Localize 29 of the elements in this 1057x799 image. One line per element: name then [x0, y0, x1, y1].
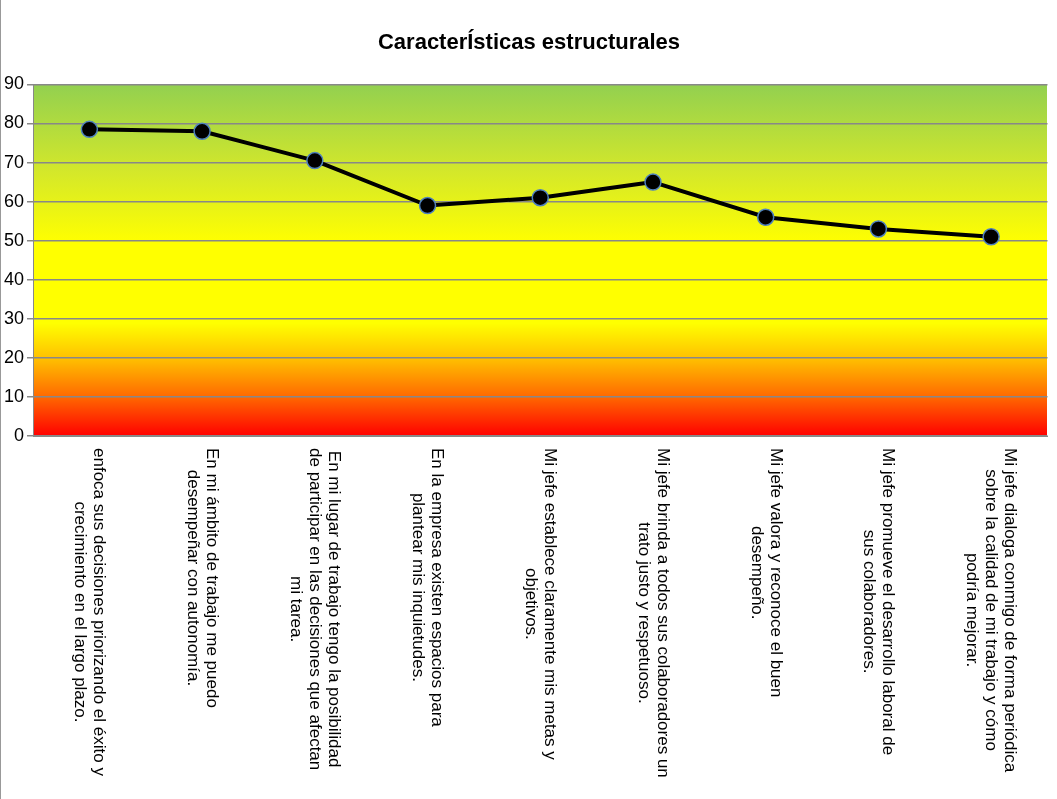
- y-tick-label: 30: [3, 307, 25, 328]
- x-tick-label: Mi jefe dialoga conmigo de forma periódica sobre la calidad de mi trabajo y cómo podría mejorar.: [963, 448, 1021, 773]
- point: [756, 208, 775, 226]
- point: [531, 188, 550, 207]
- point: [193, 122, 211, 141]
- point: [80, 120, 99, 139]
- y-tick-label: 70: [3, 151, 25, 172]
- y-tick-label: 90: [3, 73, 25, 94]
- x-tick-label: Mi jefe promueve el desarrollo laboral de sus colaboradores.: [860, 448, 899, 756]
- y-tick-label: 40: [3, 268, 25, 289]
- x-tick-label: En la empresa existen espacios para plantear mis inquietudes.: [409, 448, 448, 728]
- y-tick-label: 50: [3, 229, 25, 250]
- x-tick-label: enfoca sus decisiones priorizando el éxito y crecimiento en el largo plazo.: [71, 448, 110, 777]
- x-tick-label: En mi ámbito de trabajo me puedo desempeñar con autonomía.: [183, 448, 222, 708]
- y-tick-label: 20: [3, 346, 25, 367]
- chart-title: CaracterÍsticas estructurales: [377, 29, 681, 55]
- x-tick-label: Mi jefe establece claramente mis metas y objetivos.: [522, 447, 561, 761]
- x-tick-label: Mi jefe brinda a todos sus colaboradores un trato justo y respetuoso.: [634, 448, 673, 778]
- point: [644, 173, 662, 191]
- x-tick-label: En mi lugar de trabajo tengo la posibilidad de participar en las decisiones que afectan mi tarea.: [287, 448, 345, 771]
- y-tick-label: 10: [3, 385, 25, 406]
- y-tick-label: 0: [14, 424, 25, 445]
- point: [418, 196, 437, 215]
- point: [306, 151, 324, 170]
- x-tick-label: Mi jefe valora y reconoce el buen desempeño.: [747, 447, 786, 698]
- y-tick-label: 60: [3, 190, 25, 211]
- y-tick-label: 80: [3, 112, 25, 133]
- point: [869, 220, 888, 238]
- point: [982, 228, 1000, 246]
